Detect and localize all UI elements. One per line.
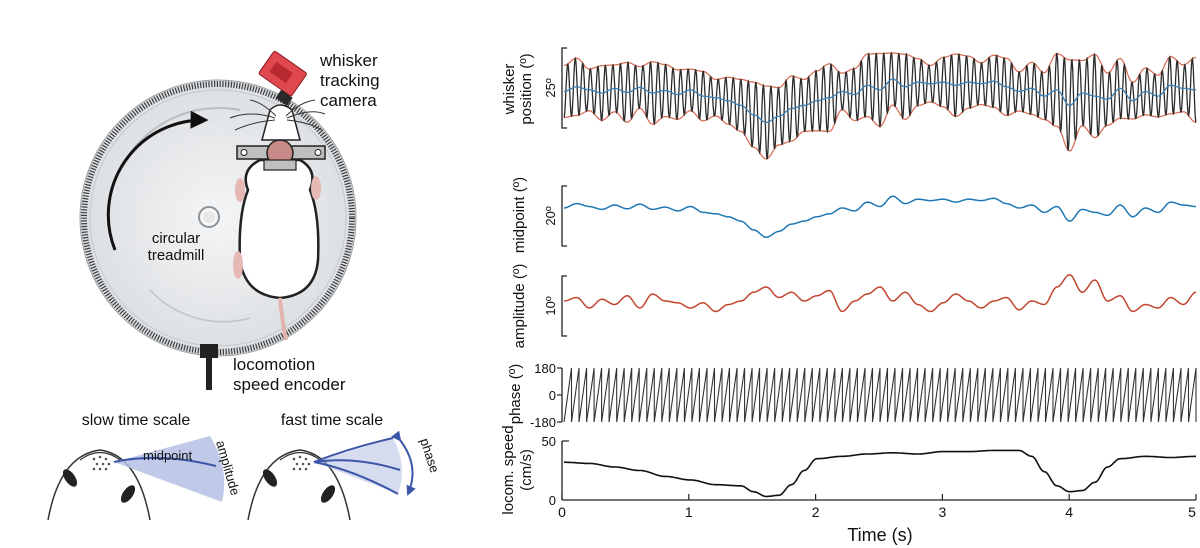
phase-tick-label-180: 180 [534,361,556,376]
whisker-position-midpoint-trace [563,78,1196,124]
fast-whisker-upper [313,437,394,463]
whisker-position-trace [563,51,1197,160]
mouse-body [229,99,326,341]
phase-tick-label-minus180: -180 [530,415,556,430]
fast-whisker-lower [313,461,399,495]
rotation-arrow [106,110,209,251]
camera-label-3: camera [320,91,377,110]
speed-ylabel-1: locom. speed [500,425,517,514]
midpoint-ylabel: midpoint (º) [511,177,528,253]
x-tick-label-1: 1 [685,504,693,520]
amplitude-panel: amplitude (º) 10º [511,264,1197,349]
slow-time-scale-schematic: slow time scale midpoint amplitude [47,412,243,521]
x-tick-label-3: 3 [939,504,947,520]
fast-time-scale-title: fast time scale [281,412,383,429]
amplitude-scale-bar [561,275,567,337]
whisker-lower-envelope [564,101,1197,160]
midpoint-scale-label: 20º [543,206,558,225]
apparatus-illustration: whisker tracking camera circular treadmi… [79,50,380,394]
encoder-label-2: speed encoder [233,375,346,394]
amplitude-scale-label: 10º [543,296,558,315]
camera-label-1: whisker [319,51,378,70]
whisker-position-panel: whisker position (º) 25º [501,47,1197,160]
whisker-position-ylabel-2: position (º) [518,53,535,124]
x-axis-label: Time (s) [847,525,912,545]
x-tick-label-5: 5 [1188,504,1196,520]
phase-tick-label-0: 0 [549,388,556,403]
x-tick-label-4: 4 [1065,504,1073,520]
whisker-upper-envelope [563,52,1197,89]
whisker-position-ylabel-1: whisker [501,64,518,116]
tracking-camera-icon [258,50,307,106]
treadmill-label-2: treadmill [148,247,205,264]
speed-tick-label-0: 0 [549,493,556,508]
midpoint-scale-bar [561,185,567,247]
slow-midpoint-label: midpoint [143,448,193,463]
traces-panel: whisker position (º) 25º midpoint (º) 20… [500,47,1197,545]
slow-time-scale-title: slow time scale [82,412,191,429]
fast-phase-label: phase [417,436,442,474]
phase-ylabel: phase (º) [507,364,524,425]
speed-encoder-icon [200,344,218,390]
whisker-position-scale-label: 25º [543,78,558,97]
whisker-position-scale-bar [561,47,567,129]
locomotion-speed-trace [564,449,1196,498]
phase-trace [563,367,1197,423]
speed-ylabel-2: (cm/s) [518,449,535,491]
phase-arrow [391,430,416,496]
treadmill-label-1: circular [152,230,200,247]
locomotion-speed-panel: locom. speed (cm/s) 50 0 0 1 2 3 4 5 Ti [500,425,1197,545]
x-tick-label-0: 0 [558,504,566,520]
speed-tick-label-50: 50 [542,434,556,449]
fast-time-scale-schematic: fast time scale phase [247,412,442,521]
encoder-label-1: locomotion [233,355,315,374]
midpoint-panel: midpoint (º) 20º [511,177,1196,253]
camera-label-2: tracking [320,71,380,90]
phase-panel: phase (º) 180 0 -180 [507,361,1197,430]
amplitude-ylabel: amplitude (º) [511,264,528,349]
midpoint-trace [563,195,1196,239]
x-axis-ticks: 0 1 2 3 4 5 [558,494,1197,520]
amplitude-trace [563,274,1197,313]
x-tick-label-2: 2 [812,504,820,520]
slow-midpoint-line [113,456,217,467]
slow-amplitude-wedge [114,436,225,502]
